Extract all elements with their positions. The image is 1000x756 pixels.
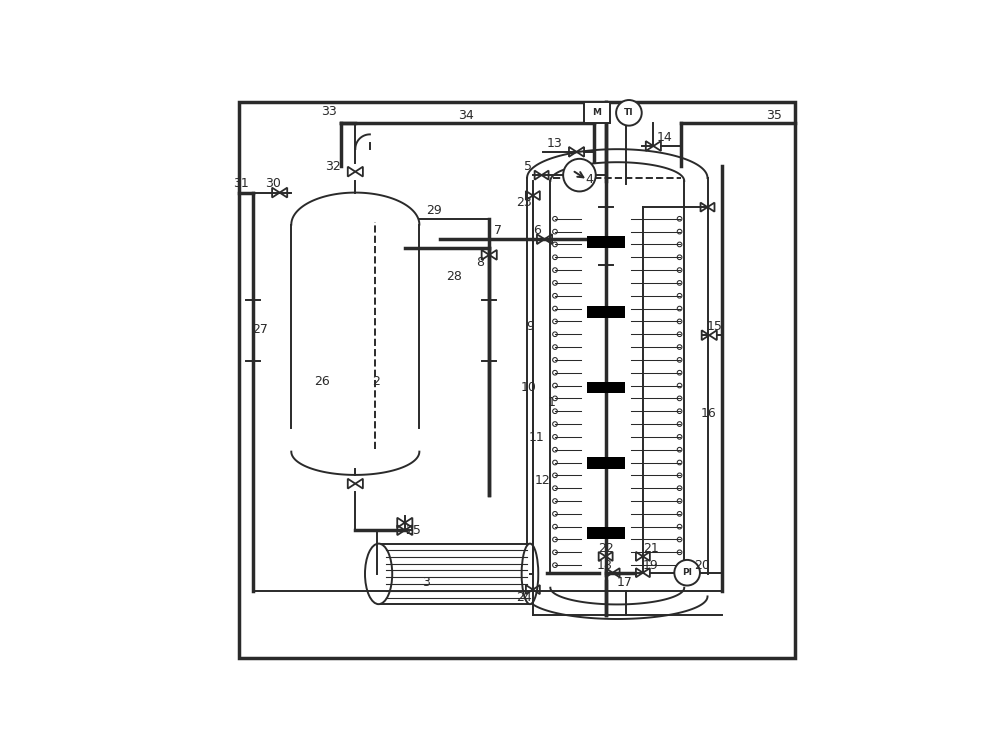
Text: 22: 22 [598, 542, 614, 556]
Text: 24: 24 [516, 590, 532, 603]
Bar [587, 306, 625, 318]
Bar [584, 102, 610, 123]
Circle shape [616, 100, 642, 125]
Text: 14: 14 [657, 131, 673, 144]
Text: 29: 29 [426, 203, 442, 216]
Text: 32: 32 [325, 160, 341, 173]
Text: 15: 15 [707, 320, 723, 333]
Text: PI: PI [682, 569, 692, 578]
Text: 16: 16 [700, 407, 716, 420]
Text: 17: 17 [617, 576, 633, 589]
Text: 34: 34 [458, 109, 474, 122]
Text: 5: 5 [524, 160, 532, 173]
Text: M: M [592, 108, 601, 117]
Text: 31: 31 [233, 178, 249, 191]
Bar [587, 528, 625, 539]
Text: 33: 33 [321, 104, 337, 118]
Text: 20: 20 [694, 559, 710, 572]
Text: 13: 13 [547, 137, 563, 150]
Bar [587, 457, 625, 469]
Text: 12: 12 [535, 474, 551, 487]
Bar [379, 544, 530, 604]
Text: 35: 35 [767, 109, 782, 122]
Text: 23: 23 [516, 196, 532, 209]
Text: TI: TI [624, 108, 634, 117]
Text: 25: 25 [406, 525, 421, 538]
Text: 4: 4 [585, 172, 593, 186]
Text: 10: 10 [520, 381, 536, 394]
Text: 6: 6 [533, 224, 541, 237]
Text: 7: 7 [494, 224, 502, 237]
Text: 26: 26 [314, 375, 330, 389]
Text: 9: 9 [526, 320, 534, 333]
Text: 18: 18 [597, 559, 612, 572]
Bar [587, 236, 625, 248]
Text: 21: 21 [643, 542, 659, 556]
Text: 30: 30 [265, 178, 281, 191]
Text: 2: 2 [372, 375, 380, 389]
Text: 8: 8 [476, 256, 484, 269]
Text: 27: 27 [252, 323, 268, 336]
Ellipse shape [365, 544, 392, 604]
Ellipse shape [522, 544, 538, 604]
Text: 28: 28 [446, 271, 462, 284]
Text: 11: 11 [529, 431, 545, 444]
Text: 19: 19 [643, 559, 658, 572]
Bar [587, 382, 625, 393]
Text: 3: 3 [422, 576, 430, 589]
Text: 1: 1 [548, 395, 556, 409]
Circle shape [674, 560, 700, 585]
Circle shape [563, 159, 596, 191]
